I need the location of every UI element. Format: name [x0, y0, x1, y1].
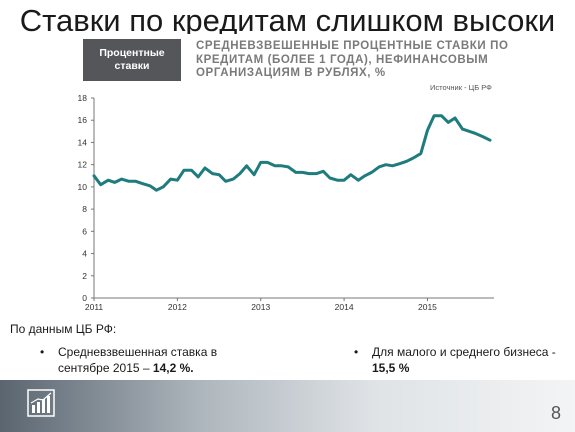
x-tick-label: 2015 — [418, 302, 437, 312]
bullet-value: 15,5 % — [372, 361, 410, 375]
bullet-dot: • — [354, 345, 359, 359]
chart-title-line1: СРЕДНЕВЗВЕШЕННЫЕ ПРОЦЕНТНЫЕ СТАВКИ ПО — [196, 40, 509, 52]
x-tick-label: 2013 — [251, 302, 270, 312]
page-number: 8 — [551, 403, 562, 423]
y-tick-label: 8 — [82, 204, 87, 214]
source-note: Источник - ЦБ РФ — [430, 83, 492, 92]
chart-header-line2: ставки — [114, 60, 150, 72]
series-line — [92, 114, 492, 192]
bullet-dot: • — [40, 345, 45, 359]
y-tick-label: 4 — [82, 249, 87, 259]
x-tick-label: 2012 — [168, 302, 187, 312]
bullet-item-rate: • Средневзвешенная ставка в сентябре 201… — [40, 344, 258, 376]
data-note: По данным ЦБ РФ: — [10, 322, 117, 336]
x-tick-label: 2014 — [335, 302, 354, 312]
chart-header-badge: Процентные ставки — [83, 39, 181, 81]
chart-header-line1: Процентные — [99, 47, 165, 59]
footer-band — [0, 380, 575, 432]
chart-title-line2: КРЕДИТАМ (БОЛЕЕ 1 ГОДА), НЕФИНАНСОВЫМ — [196, 53, 489, 66]
x-tick-label: 2011 — [85, 302, 104, 312]
bullet-item-sme: • Для малого и среднего бизнеса - 15,5 % — [354, 344, 572, 376]
y-tick-label: 2 — [82, 271, 87, 281]
bullet-text: Для малого и среднего бизнеса - — [372, 345, 556, 359]
y-tick-label: 16 — [78, 115, 88, 125]
bullet-value: 14,2 %. — [152, 361, 194, 375]
line-chart: 0 2 4 6 8 10 12 14 16 18 2011 2012 2013 2014 2015 — [78, 93, 494, 312]
y-tick-label: 18 — [78, 93, 88, 103]
y-tick-label: 12 — [78, 160, 88, 170]
chart-title: СРЕДНЕВЗВЕШЕННЫЕ ПРОЦЕНТНЫЕ СТАВКИ ПО КР… — [196, 40, 509, 81]
slide-title: Ставки по кредитам слишком высоки — [19, 3, 556, 34]
y-tick-label: 0 — [82, 293, 87, 303]
bar-chart-icon — [27, 389, 55, 417]
y-tick-label: 14 — [78, 137, 88, 147]
y-tick-label: 6 — [82, 226, 87, 236]
bullet-text: Средневзвешенная ставка в сентябре 2015 … — [58, 345, 218, 375]
chart-title-line3: ОРГАНИЗАЦИЯМ В РУБЛЯХ, % — [196, 67, 386, 79]
y-tick-label: 10 — [78, 182, 88, 192]
